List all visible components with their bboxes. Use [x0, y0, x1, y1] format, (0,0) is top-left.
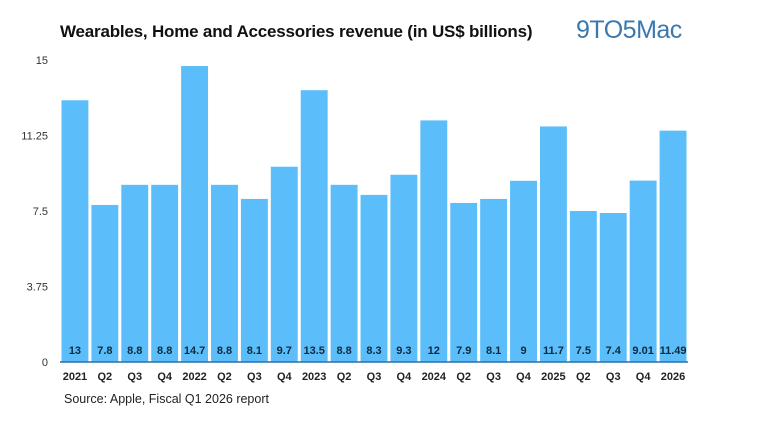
data-label: 7.4: [606, 345, 622, 357]
data-label: 8.3: [366, 345, 381, 357]
bar: [539, 126, 567, 362]
x-tick-label: Q3: [606, 371, 621, 383]
source-note: Source: Apple, Fiscal Q1 2026 report: [64, 392, 269, 406]
bar: [360, 194, 388, 362]
data-label: 12: [428, 345, 440, 357]
x-tick-label: Q3: [127, 371, 142, 383]
y-tick-label: 11.25: [21, 131, 48, 143]
data-label: 7.5: [576, 345, 591, 357]
x-tick-label: Q3: [367, 371, 382, 383]
bar: [211, 184, 238, 362]
bar: [569, 211, 597, 362]
x-tick-label: Q2: [98, 371, 113, 383]
bar: [480, 198, 508, 362]
bar: [151, 184, 179, 362]
x-tick-label: Q4: [277, 371, 293, 383]
y-tick-label: 15: [36, 55, 48, 67]
data-label: 8.8: [217, 345, 232, 357]
data-label: 8.8: [157, 345, 172, 357]
data-label: 13: [69, 345, 81, 357]
x-tick-label: Q4: [397, 371, 413, 383]
bar: [121, 184, 149, 362]
bar: [450, 202, 478, 362]
data-label: 8.1: [486, 345, 501, 357]
data-label: 8.8: [127, 345, 142, 357]
x-tick-label: Q2: [337, 371, 352, 383]
bar: [659, 130, 687, 362]
bar: [91, 204, 119, 362]
bar: [330, 184, 358, 362]
data-label: 14.7: [184, 345, 205, 357]
x-tick-label: Q3: [486, 371, 501, 383]
data-label: 7.8: [97, 345, 112, 357]
y-tick-label: 0: [42, 357, 48, 369]
y-tick-label: 3.75: [27, 282, 48, 294]
x-tick-label: Q4: [516, 371, 532, 383]
bar: [510, 180, 537, 362]
data-label: 11.49: [660, 345, 687, 357]
x-tick-label: 2025: [541, 371, 565, 383]
bar: [390, 174, 418, 362]
data-label: 8.8: [336, 345, 351, 357]
bar: [599, 213, 627, 362]
x-tick-label: 2026: [661, 371, 685, 383]
chart-title: Wearables, Home and Accessories revenue …: [60, 22, 533, 41]
x-tick-label: 2022: [182, 371, 206, 383]
data-label: 9.01: [632, 345, 653, 357]
y-tick-label: 7.5: [33, 206, 48, 218]
data-label: 7.9: [456, 345, 471, 357]
bar: [629, 180, 657, 362]
data-label: 11.7: [543, 345, 564, 357]
x-tick-label: Q4: [157, 371, 173, 383]
data-label: 9.3: [396, 345, 411, 357]
bar: [300, 90, 328, 362]
x-tick-label: Q2: [217, 371, 232, 383]
x-tick-label: 2021: [63, 371, 87, 383]
bar: [270, 166, 298, 362]
data-label: 13.5: [303, 345, 324, 357]
bar: [181, 66, 209, 362]
x-tick-label: 2023: [302, 371, 326, 383]
x-tick-label: Q3: [247, 371, 262, 383]
data-label: 9: [520, 345, 526, 357]
x-tick-label: 2024: [422, 371, 447, 383]
bar: [61, 100, 89, 363]
x-tick-label: Q2: [576, 371, 591, 383]
data-label: 8.1: [247, 345, 262, 357]
x-tick-label: Q2: [456, 371, 471, 383]
x-tick-label: Q4: [636, 371, 652, 383]
brand-logo: 9TO5Mac: [576, 16, 682, 44]
bar: [240, 198, 268, 362]
data-label: 9.7: [277, 345, 292, 357]
bar: [420, 120, 448, 363]
